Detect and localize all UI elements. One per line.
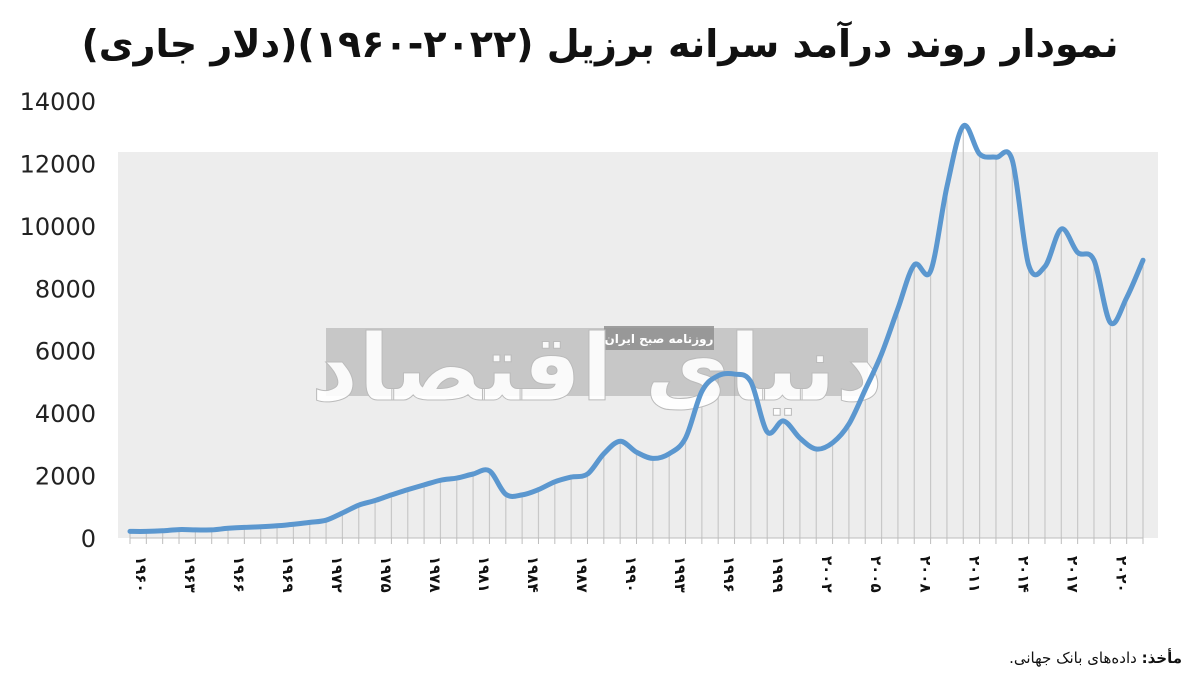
source-text: داده‌های بانک جهانی.: [1009, 649, 1137, 667]
y-axis: 0 2000 4000 6000 8000 10000 12000 14000: [20, 88, 96, 553]
x-tick-label: ۱۹۸۷: [573, 556, 591, 593]
x-tick-label: ۱۹۶۹: [279, 556, 297, 593]
y-tick-label: 12000: [20, 150, 96, 178]
y-tick-label: 0: [81, 525, 96, 553]
watermark: روزنامه صبح ایران دنیای اقتصاد: [311, 315, 884, 423]
watermark-sub-badge: [604, 326, 714, 350]
x-tick-label: ۲۰۱۴: [1014, 556, 1032, 593]
year-stems: [129, 125, 1144, 538]
watermark-band: [326, 328, 868, 396]
x-tick-label: ۱۹۷۵: [377, 556, 395, 593]
x-tick-label: ۲۰۰۵: [867, 556, 885, 593]
income-per-capita-line: [127, 122, 1146, 534]
y-tick-label: 8000: [35, 275, 96, 303]
x-tick-label: ۱۹۶۳: [181, 556, 199, 593]
y-tick-label: 10000: [20, 213, 96, 241]
series-line: [127, 122, 1146, 534]
x-tick-label: ۱۹۶۰: [132, 556, 150, 593]
x-tick-label: ۲۰۰۸: [916, 556, 934, 593]
x-tick-label: ۲۰۰۲: [818, 556, 836, 593]
chart-title: نمودار روند درآمد سرانه برزیل (۲۰۲۲-۱۹۶۰…: [81, 22, 1119, 66]
watermark-main-text: دنیای اقتصاد: [311, 315, 883, 422]
x-tick-label: ۱۹۹۶: [720, 556, 738, 593]
source-note: مأخذ: داده‌های بانک جهانی.: [1009, 649, 1182, 667]
x-tick-label: ۱۹۶۶: [230, 556, 248, 593]
y-tick-label: 14000: [20, 88, 96, 116]
x-tick-label: ۱۹۹۹: [769, 556, 787, 593]
x-tick-label: ۲۰۱۷: [1063, 556, 1081, 593]
x-tick-label: ۲۰۱۱: [965, 556, 983, 593]
x-tick-label: ۱۹۷۲: [328, 556, 346, 593]
y-tick-label: 2000: [35, 463, 96, 491]
x-tick-label: ۱۹۷۸: [426, 556, 444, 593]
x-tick-label: ۱۹۹۳: [671, 556, 689, 593]
y-tick-label: 4000: [35, 400, 96, 428]
watermark-sub-text: روزنامه صبح ایران: [605, 332, 714, 347]
y-tick-label: 6000: [35, 338, 96, 366]
x-tick-label: ۱۹۸۴: [524, 556, 542, 593]
x-tick-label: ۱۹۹۰: [622, 556, 640, 593]
x-tick-label: ۲۰۲۰: [1112, 556, 1130, 593]
source-label: مأخذ:: [1141, 649, 1182, 667]
x-tick-label: ۱۹۸۱: [475, 556, 493, 593]
x-axis: ۱۹۶۰ ۱۹۶۳ ۱۹۶۶ ۱۹۶۹ ۱۹۷۲ ۱۹۷۵ ۱۹۷۸ ۱۹۸۱ ۱۹۸۴ ۱۹۸۷…: [129, 537, 1144, 593]
